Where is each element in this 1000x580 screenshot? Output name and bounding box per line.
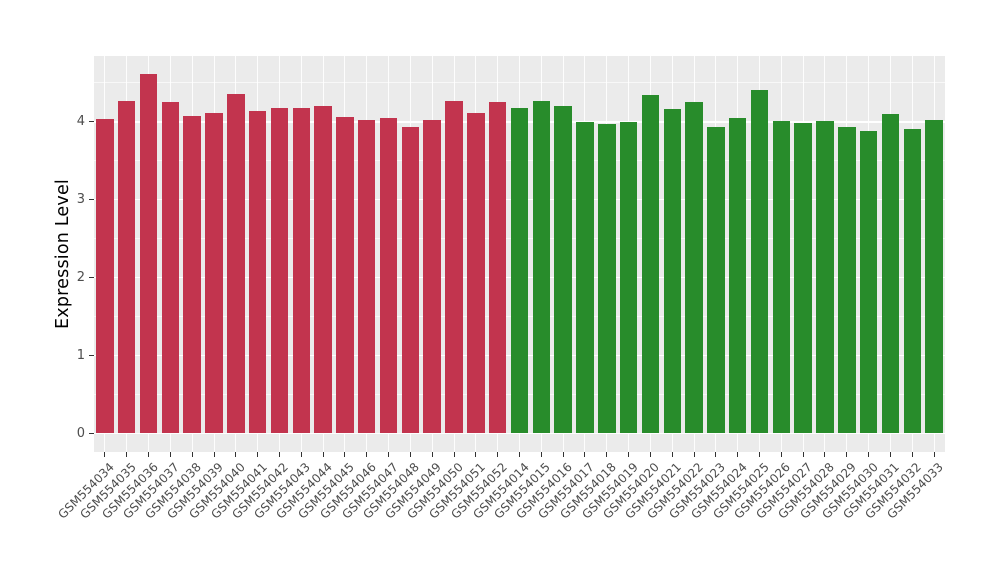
bar-GSM554048 [401,127,420,434]
bar-GSM554051 [467,112,485,434]
x-tick-mark [693,452,695,457]
bar-GSM554050 [445,100,463,434]
x-tick-mark [933,452,935,457]
bar-GSM554024 [728,118,747,434]
x-tick-mark [802,452,804,457]
bar-GSM554039 [205,113,223,434]
x-tick-mark [562,452,564,457]
x-tick-mark [322,452,324,457]
bar-GSM554025 [750,89,769,434]
x-tick-mark [344,452,346,457]
x-tick-mark [649,452,651,457]
bar-GSM554036 [139,74,158,434]
x-tick-mark [409,452,411,457]
x-tick-mark [780,452,782,457]
bar-GSM554020 [641,94,660,434]
x-tick-mark [169,452,171,457]
y-tick-label: 3 [76,192,85,208]
x-tick-mark [257,452,259,457]
y-tick-mark [89,199,94,201]
x-tick-mark [366,452,368,457]
x-tick-mark [824,452,826,457]
plot-panel [94,56,945,452]
y-tick-mark [89,121,94,123]
bar-GSM554033 [925,119,943,434]
x-tick-mark [388,452,390,457]
bar-GSM554032 [903,128,921,434]
x-tick-mark [300,452,302,457]
bar-GSM554035 [118,100,136,434]
bar-GSM554045 [336,117,354,434]
x-tick-mark [453,452,455,457]
x-tick-mark [540,452,542,457]
x-tick-mark [148,452,150,457]
bar-GSM554027 [794,122,812,434]
bar-GSM554021 [663,109,681,434]
bar-GSM554052 [488,102,507,434]
bar-GSM554038 [183,115,201,434]
x-tick-mark [235,452,237,457]
x-tick-mark [715,452,717,457]
bar-GSM554042 [270,107,289,434]
bar-GSM554017 [576,121,594,434]
x-tick-mark [519,452,520,457]
bar-GSM554046 [358,120,376,434]
bar-GSM554016 [554,106,572,434]
y-tick-label: 0 [76,426,85,441]
x-tick-mark [213,452,215,457]
y-tick-label: 4 [76,114,85,130]
bar-GSM554029 [838,126,856,434]
x-tick-mark [278,452,280,457]
x-tick-mark [628,452,630,457]
bar-GSM554031 [881,114,900,434]
x-tick-mark [911,452,913,457]
bar-GSM554018 [598,124,616,434]
y-tick-label: 1 [76,348,85,364]
bar-GSM554044 [314,106,332,434]
bar-GSM554043 [292,107,311,434]
y-tick-mark [89,433,94,434]
bar-GSM554034 [96,118,114,434]
x-tick-mark [759,452,761,457]
bar-GSM554041 [248,110,267,434]
x-tick-mark [497,452,499,457]
bar-GSM554022 [685,102,703,434]
x-tick-mark [606,452,608,457]
bar-GSM554023 [707,127,725,434]
bar-GSM554037 [161,102,180,434]
x-tick-mark [104,452,106,457]
x-tick-mark [475,452,477,457]
bar-GSM554015 [532,100,551,434]
bar-GSM554049 [423,119,441,434]
x-tick-mark [889,452,891,457]
x-tick-mark [846,452,848,457]
bar-GSM554014 [510,107,529,434]
x-tick-mark [737,452,739,457]
bar-GSM554019 [619,121,638,434]
x-tick-mark [868,452,870,457]
x-tick-mark [126,452,128,457]
x-tick-mark [584,452,586,457]
x-tick-mark [431,452,433,457]
y-tick-label: 2 [76,270,85,286]
bar-GSM554028 [816,121,834,434]
bar-GSM554030 [859,131,878,434]
x-tick-mark [671,452,673,457]
bar-GSM554026 [772,121,791,434]
y-tick-mark [89,355,94,357]
bar-GSM554047 [379,118,398,434]
bar-GSM554040 [227,93,245,434]
y-tick-mark [89,277,94,279]
x-tick-mark [191,452,193,457]
